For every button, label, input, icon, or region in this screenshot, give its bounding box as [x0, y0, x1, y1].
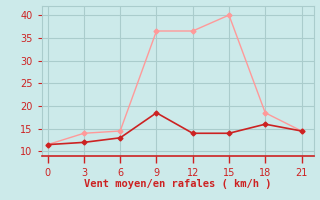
X-axis label: Vent moyen/en rafales ( km/h ): Vent moyen/en rafales ( km/h ) — [84, 179, 271, 189]
